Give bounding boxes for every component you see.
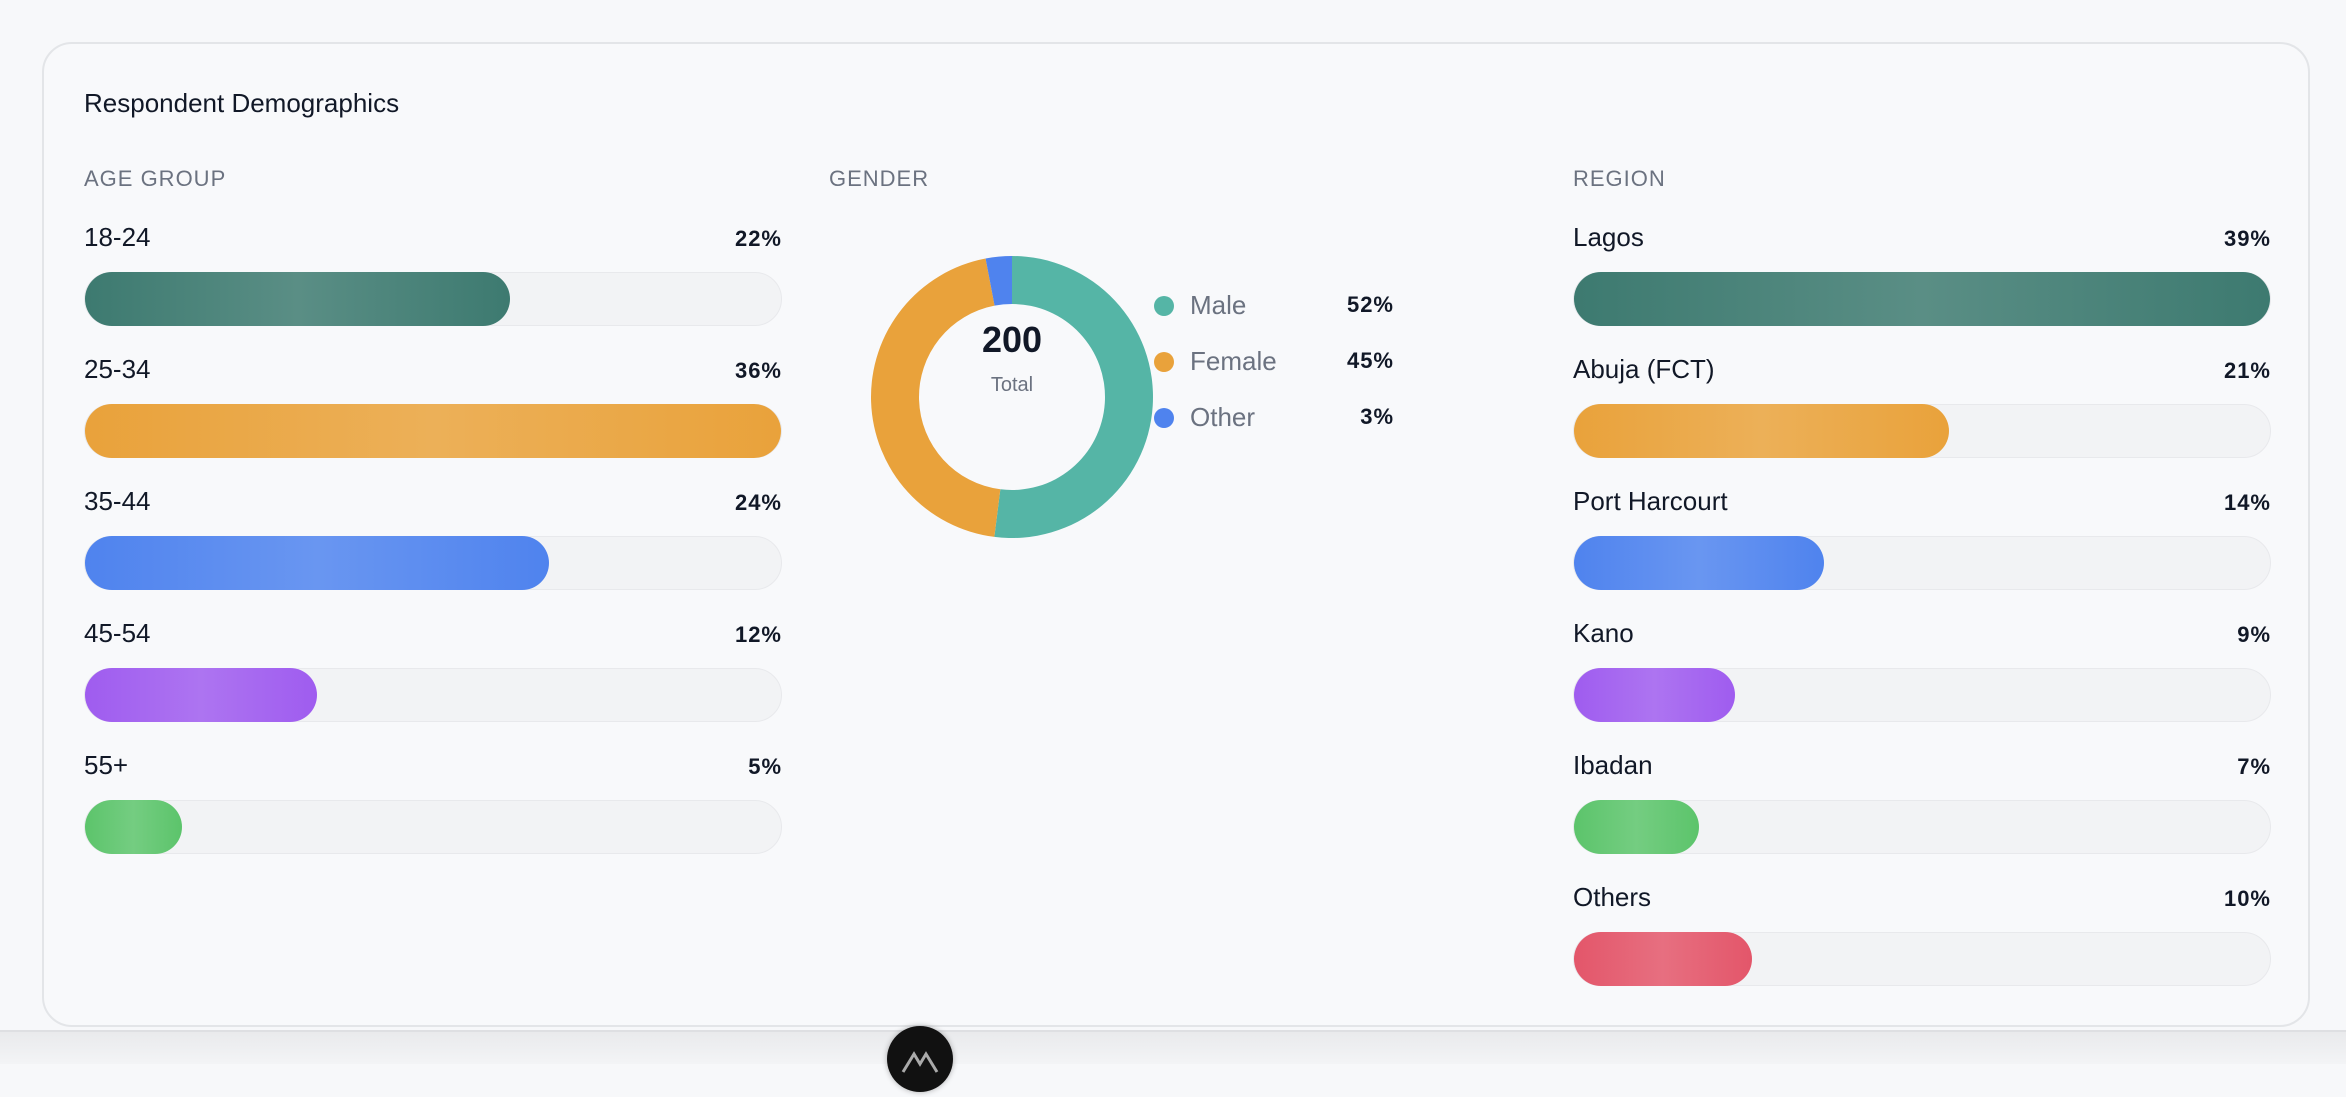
age-group-row: 55+ 5% [84, 750, 782, 882]
region-percent: 10% [2223, 886, 2271, 911]
legend-item: Other 3% [1154, 396, 1394, 452]
region-bar [1574, 272, 2270, 326]
region-label: Abuja (FCT) [1573, 354, 1715, 384]
legend-dot-icon [1154, 408, 1174, 428]
age-group-percent: 12% [734, 622, 782, 647]
donut-total-value: 200 [981, 319, 1043, 360]
region-row: Lagos 39% [1573, 222, 2271, 354]
age-group-bar [85, 800, 182, 854]
gender-legend: Male 52% Female 45% Other 3% [1154, 284, 1394, 452]
legend-dot-icon [1154, 352, 1174, 372]
donut-slice-male [994, 256, 1153, 538]
region-percent: 7% [2237, 754, 2271, 779]
legend-item: Male 52% [1154, 284, 1394, 340]
region-bar [1574, 536, 1824, 590]
region-bar-track [1573, 272, 2271, 326]
region-bar [1574, 932, 1753, 986]
region-label: Port Harcourt [1573, 486, 1728, 516]
legend-dot-icon [1154, 296, 1174, 316]
age-group-label: AGE GROUP [84, 166, 227, 191]
region-bar-track [1573, 404, 2271, 458]
region-bar [1574, 404, 1949, 458]
region-row: Ibadan 7% [1573, 750, 2271, 882]
region-percent: 9% [2237, 622, 2271, 647]
legend-percent: 3% [1360, 404, 1394, 429]
region-row: Others 10% [1573, 882, 2271, 1014]
age-group-percent: 24% [734, 490, 782, 515]
region-row: Kano 9% [1573, 618, 2271, 750]
age-group-percent: 5% [748, 754, 782, 779]
region-row: Port Harcourt 14% [1573, 486, 2271, 618]
gender-label: GENDER [829, 166, 930, 191]
donut-slice-other [985, 256, 1012, 306]
age-group-bar [85, 404, 781, 458]
age-group-label: 18-24 [84, 222, 151, 252]
age-group-label: 45-54 [84, 618, 151, 648]
legend-percent: 45% [1346, 348, 1394, 373]
app-logo[interactable] [887, 1026, 953, 1092]
age-group-label: 55+ [84, 750, 129, 780]
region-label: REGION [1573, 166, 1666, 191]
age-group-percent: 36% [734, 358, 782, 383]
region-bar [1574, 668, 1735, 722]
region-percent: 39% [2223, 226, 2271, 251]
age-group-bar [85, 536, 549, 590]
legend-percent: 52% [1346, 292, 1394, 317]
region-bar-track [1573, 932, 2271, 986]
card-title: Respondent Demographics [84, 88, 400, 118]
age-group-row: 25-34 36% [84, 354, 782, 486]
region-label: Kano [1573, 618, 1634, 648]
region-bar-track [1573, 668, 2271, 722]
age-group-bar-track [84, 272, 782, 326]
donut-slice-female [871, 258, 1001, 537]
mountain-icon [901, 1051, 939, 1073]
region-percent: 14% [2223, 490, 2271, 515]
region-label: Lagos [1573, 222, 1644, 252]
region-bar-track [1573, 800, 2271, 854]
gender-donut-chart [871, 256, 1153, 538]
legend-label: Female [1190, 346, 1277, 376]
region-bar [1574, 800, 1699, 854]
age-group-row: 18-24 22% [84, 222, 782, 354]
age-group-label: 35-44 [84, 486, 151, 516]
age-group-bar-track [84, 404, 782, 458]
age-group-bar-track [84, 536, 782, 590]
region-bar-track [1573, 536, 2271, 590]
legend-item: Female 45% [1154, 340, 1394, 396]
demographics-card: Respondent Demographics AGE GROUP GENDER… [42, 42, 2310, 1027]
age-group-row: 35-44 24% [84, 486, 782, 618]
legend-label: Other [1190, 402, 1256, 432]
age-group-bar-track [84, 668, 782, 722]
donut-total-label: Total [990, 374, 1034, 396]
age-group-bar [85, 272, 511, 326]
region-percent: 21% [2223, 358, 2271, 383]
bottom-bar [0, 1030, 2346, 1064]
region-row: Abuja (FCT) 21% [1573, 354, 2271, 486]
legend-label: Male [1190, 290, 1247, 320]
region-label: Ibadan [1573, 750, 1653, 780]
age-group-bar [85, 668, 317, 722]
age-group-bar-track [84, 800, 782, 854]
age-group-label: 25-34 [84, 354, 151, 384]
age-group-row: 45-54 12% [84, 618, 782, 750]
region-label: Others [1573, 882, 1652, 912]
age-group-percent: 22% [734, 226, 782, 251]
